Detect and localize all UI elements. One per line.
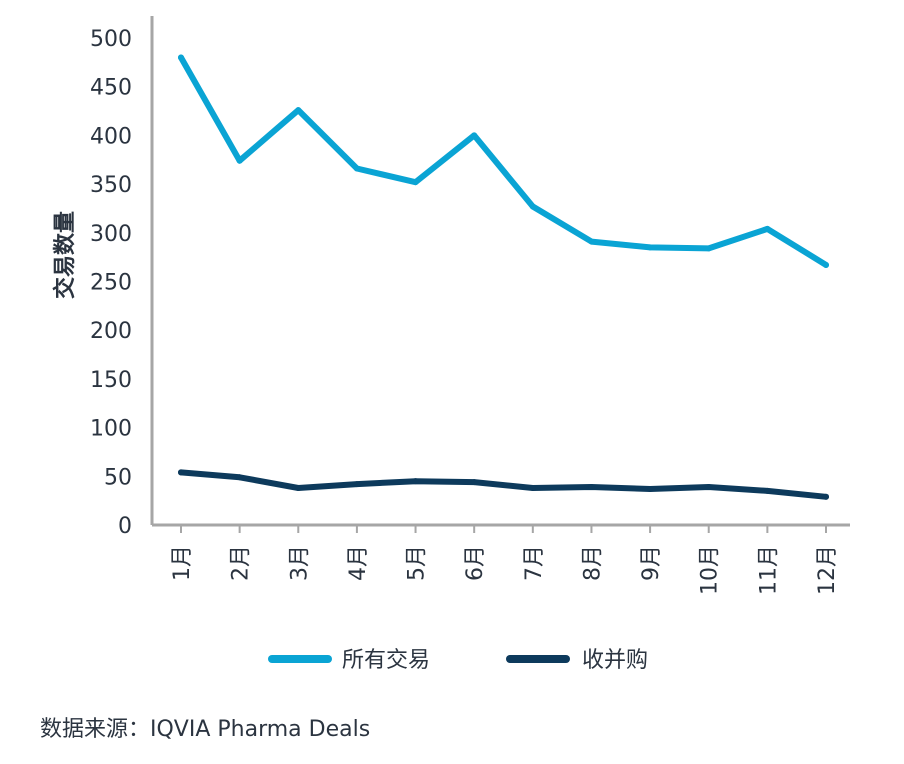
x-tick-label: 10月 xyxy=(698,545,723,595)
data-point xyxy=(647,485,654,492)
data-point xyxy=(295,107,302,114)
x-tick-label: 8月 xyxy=(580,545,605,581)
data-point xyxy=(178,54,184,61)
data-point xyxy=(588,238,595,245)
x-tick-label: 9月 xyxy=(639,545,664,581)
y-tick-label: 400 xyxy=(90,124,132,149)
data-point xyxy=(823,493,829,500)
x-tick-label: 5月 xyxy=(405,545,430,581)
data-point xyxy=(705,484,712,491)
data-point xyxy=(471,132,478,139)
y-tick-label: 150 xyxy=(90,368,132,393)
legend-label: 所有交易 xyxy=(342,648,430,673)
data-point xyxy=(236,474,243,481)
data-point xyxy=(178,469,184,476)
y-tick-label: 100 xyxy=(90,417,132,442)
series-lines xyxy=(178,54,829,500)
y-axis-title: 交易数量 xyxy=(52,211,78,299)
series-line-1 xyxy=(178,54,829,268)
data-point xyxy=(353,481,360,488)
x-tick-label: 1月 xyxy=(170,545,195,581)
x-tick-label: 6月 xyxy=(463,545,488,581)
data-point xyxy=(353,165,360,172)
data-point xyxy=(588,484,595,491)
data-point xyxy=(647,244,654,251)
x-tick-label: 11月 xyxy=(756,545,781,595)
legend: 所有交易 收并购 xyxy=(268,648,648,673)
data-point xyxy=(471,479,478,486)
y-tick-label: 250 xyxy=(90,271,132,296)
source-note: 数据来源：IQVIA Pharma Deals xyxy=(40,717,371,742)
y-tick-label: 350 xyxy=(90,173,132,198)
data-point xyxy=(705,245,712,252)
x-tick-label: 3月 xyxy=(287,545,312,581)
data-point xyxy=(529,203,536,210)
y-tick-label: 0 xyxy=(118,514,132,539)
x-tick-label: 4月 xyxy=(346,545,371,581)
data-point xyxy=(412,179,419,186)
data-point xyxy=(236,157,243,164)
legend-label: 收并购 xyxy=(582,648,648,673)
data-point xyxy=(823,261,829,268)
chart-axes xyxy=(150,16,850,527)
data-point xyxy=(529,484,536,491)
x-tick-label: 2月 xyxy=(229,545,254,581)
y-axis-ticks: 0 50 100 150 200 250 300 350 400 450 500 xyxy=(90,27,132,539)
y-tick-label: 200 xyxy=(90,319,132,344)
x-tick-label: 7月 xyxy=(522,545,547,581)
data-point xyxy=(764,487,771,494)
data-point xyxy=(764,225,771,232)
data-point xyxy=(295,484,302,491)
y-tick-label: 450 xyxy=(90,76,132,101)
y-tick-label: 300 xyxy=(90,222,132,247)
y-tick-label: 50 xyxy=(104,465,132,490)
data-point xyxy=(412,478,419,485)
x-tick-label: 12月 xyxy=(815,545,840,595)
series-line-2 xyxy=(178,469,829,500)
y-tick-label: 500 xyxy=(90,27,132,52)
x-axis-ticks: 1月 2月 3月 4月 5月 6月 7月 8月 9月 10月 11月 12月 xyxy=(170,525,840,595)
